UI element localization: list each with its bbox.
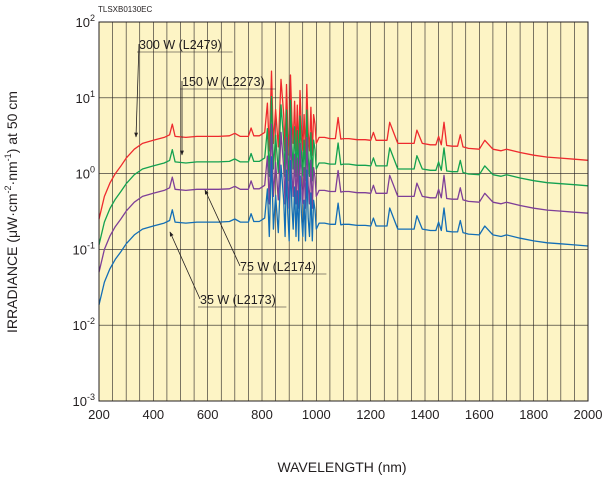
x-tick-label: 600 (197, 407, 219, 422)
callout-leader (134, 43, 140, 138)
x-tick-label: 1600 (465, 407, 494, 422)
y-tick-label: 100 (76, 165, 95, 182)
plot-frame (98, 21, 589, 402)
x-tick-label: 2000 (574, 407, 603, 422)
series-callouts: 300 W (L2479) 150 W (L2273) 75 W (L2174) 35… (134, 38, 327, 308)
grid-lines (98, 21, 589, 402)
x-tick-label: 200 (88, 407, 110, 422)
series-group (98, 70, 589, 306)
callout-leader (169, 231, 201, 300)
x-tick-label: 400 (142, 407, 164, 422)
figure-code: TLSXB0130EC (98, 5, 152, 14)
series-line (98, 123, 589, 273)
y-tick-label: 101 (76, 89, 95, 106)
callout-leader (204, 189, 241, 267)
y-axis-label: IRRADIANCE (μW·cm-2·nm-1) at 50 cm (3, 91, 20, 333)
series-line (98, 156, 589, 306)
x-axis-label: WAVELENGTH (nm) (277, 459, 406, 475)
x-tick-label: 1400 (411, 407, 440, 422)
series-line (98, 70, 589, 220)
x-tick-label: 800 (251, 407, 273, 422)
x-tick-label: 1000 (302, 407, 331, 422)
y-tick-label: 10-1 (73, 240, 95, 257)
series-line (98, 96, 589, 245)
series-label: 300 W (L2479) (139, 38, 222, 52)
y-tick-labels: 102 101 100 10-1 10-2 10-3 (73, 13, 95, 409)
x-tick-label: 1800 (519, 407, 548, 422)
y-tick-label: 10-2 (73, 316, 95, 333)
series-label: 75 W (L2174) (240, 260, 316, 274)
x-tick-labels: 200 400 600 800 1000 1200 1400 1600 1800 2000 (88, 407, 602, 422)
y-tick-label: 10-3 (73, 392, 95, 409)
series-label: 35 W (L2173) (200, 293, 276, 307)
x-tick-label: 1200 (356, 407, 385, 422)
y-tick-label: 102 (76, 13, 95, 30)
series-label: 150 W (L2273) (182, 75, 265, 89)
